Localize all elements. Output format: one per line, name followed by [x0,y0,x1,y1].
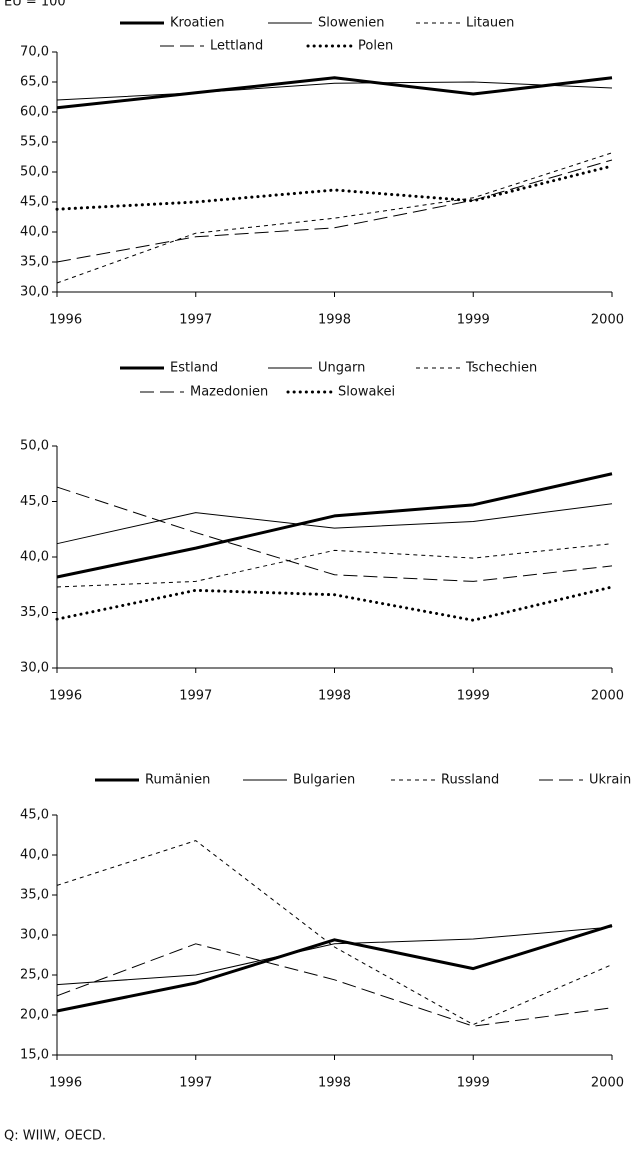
series-line [56,159,613,263]
series-line [56,923,613,1013]
series-line [56,943,613,1027]
series-line [56,926,613,986]
y-tick-label: 40,0 [20,550,49,565]
x-tick-label: 2000 [591,313,624,328]
legend-label: Tschechien [465,361,537,376]
y-tick-label: 50,0 [20,439,49,454]
y-tick-label: 45,0 [20,195,49,210]
y-tick-label: 15,0 [20,1048,49,1063]
y-tick-label: 40,0 [20,848,49,863]
y-tick-label: 70,0 [20,45,49,60]
x-tick-label: 1996 [49,313,82,328]
y-tick-label: 45,0 [20,494,49,509]
y-tick-label: 30,0 [20,928,49,943]
y-tick-label: 60,0 [20,105,49,120]
legend-label: Ungarn [318,361,365,376]
y-tick-label: 55,0 [20,135,49,150]
legend-label: Rumänien [145,773,210,788]
x-tick-label: 1997 [179,313,212,328]
legend-label: Litauen [466,16,514,31]
legend-label: Slowenien [318,16,385,31]
legend-label: Estland [170,361,218,376]
series-line [56,152,613,284]
legend-label: Polen [358,39,393,54]
series-line [55,585,614,622]
x-tick-label: 1998 [318,689,351,704]
x-tick-label: 1997 [179,1076,212,1091]
series-line [56,486,613,582]
series-line [56,503,613,545]
x-tick-label: 1999 [457,689,490,704]
x-tick-label: 1999 [457,313,490,328]
x-tick-label: 2000 [591,1076,624,1091]
y-tick-label: 40,0 [20,225,49,240]
x-tick-label: 1999 [457,1076,490,1091]
legend-label: Kroatien [170,16,224,31]
y-tick-label: 35,0 [20,255,49,270]
x-tick-label: 1996 [49,689,82,704]
x-tick-label: 2000 [591,689,624,704]
note: EU = 100 [4,0,66,10]
legend-label: Mazedonien [190,385,268,400]
x-tick-label: 1997 [179,689,212,704]
legend-label: Slowakei [338,385,395,400]
legend-label: Lettland [210,39,263,54]
legend-label: Russland [441,773,499,788]
series-line [56,472,613,579]
y-tick-label: 35,0 [20,605,49,620]
y-tick-label: 30,0 [20,285,49,300]
y-tick-label: 20,0 [20,1008,49,1023]
y-tick-label: 30,0 [20,661,49,676]
legend-label: Bulgarien [293,773,355,788]
series-line [56,840,613,1026]
series-line [56,543,613,588]
x-tick-label: 1998 [318,313,351,328]
series-line [56,76,613,110]
legend-label: Ukraine [589,773,632,788]
x-tick-label: 1996 [49,1076,82,1091]
source: Q: WIIW, OECD. [4,1129,106,1144]
series-line [55,164,614,211]
y-tick-label: 35,0 [20,888,49,903]
y-tick-label: 25,0 [20,968,49,983]
x-tick-label: 1998 [318,1076,351,1091]
y-tick-label: 65,0 [20,75,49,90]
y-tick-label: 50,0 [20,165,49,180]
series-line [56,81,613,101]
y-tick-label: 45,0 [20,808,49,823]
